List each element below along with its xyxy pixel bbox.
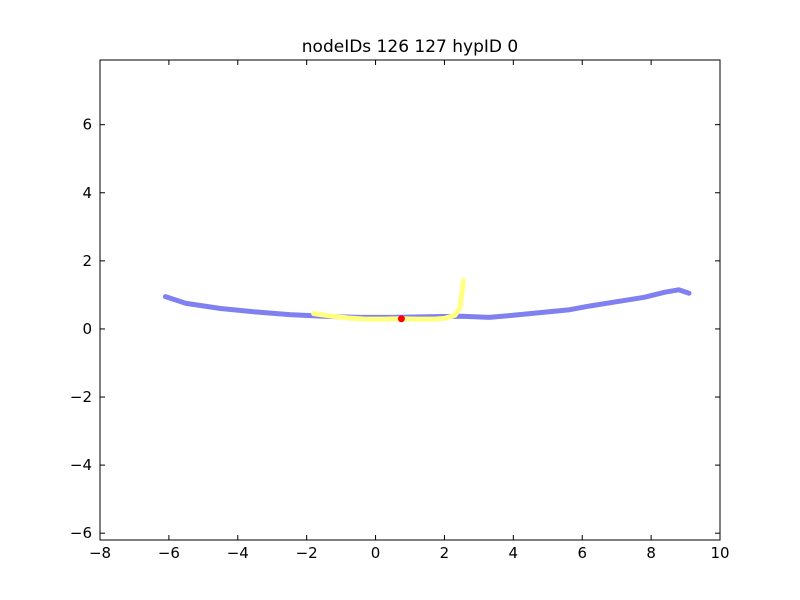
points-layer xyxy=(397,315,405,323)
y-tick-label: 0 xyxy=(82,320,92,338)
x-tick-label: −2 xyxy=(296,544,318,562)
chart-title: nodeIDs 126 127 hypID 0 xyxy=(302,37,518,57)
y-tick-label: 4 xyxy=(82,184,92,202)
x-tick-label: 8 xyxy=(646,544,656,562)
y-tick-label: 2 xyxy=(82,252,92,270)
series-layer xyxy=(162,278,692,322)
series-line-1 xyxy=(162,287,692,320)
x-tick-label: −8 xyxy=(89,544,111,562)
y-tick-label: −4 xyxy=(70,456,92,474)
y-tick-label: −2 xyxy=(70,388,92,406)
ticks-layer: −8 −6 −4 −2 0 2 4 6 8 10 −6 −4 −2 0 2 4 6 xyxy=(70,60,730,562)
y-tick-label: 6 xyxy=(82,116,92,134)
x-tick-label: 10 xyxy=(710,544,729,562)
x-tick-label: −6 xyxy=(158,544,180,562)
y-tick-label: −6 xyxy=(70,524,92,542)
x-tick-label: 6 xyxy=(577,544,587,562)
axes-frame xyxy=(99,59,721,541)
x-tick-label: −4 xyxy=(227,544,249,562)
data-point-1 xyxy=(397,315,405,323)
x-tick-label: 4 xyxy=(509,544,519,562)
x-tick-label: 2 xyxy=(440,544,450,562)
x-tick-label: 0 xyxy=(371,544,381,562)
series-line-2 xyxy=(311,278,466,322)
